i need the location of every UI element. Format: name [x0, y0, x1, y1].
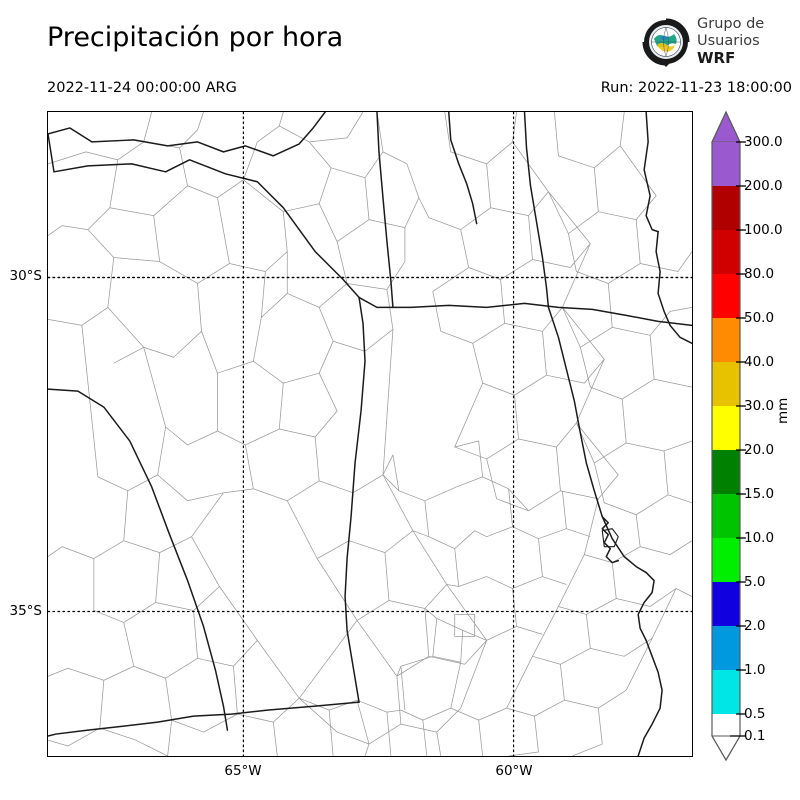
wrf-globe-seal-icon [642, 18, 690, 67]
colorbar-tick-15: 15.0 [744, 486, 775, 502]
logo-line-1: Grupo de [697, 16, 765, 32]
department-borders [48, 112, 692, 756]
colorbar-tick-10: 10.0 [744, 530, 775, 546]
colorbar-tick-30: 30.0 [744, 398, 775, 414]
colorbar-tick-80: 80.0 [744, 266, 775, 282]
colorbar-unit-label: mm [775, 397, 791, 424]
valid-time-label: 2022-11-24 00:00:00 ARG [47, 80, 237, 96]
page-title: Precipitación por hora [47, 22, 344, 53]
province-borders [48, 112, 692, 756]
logo-text-block: Grupo de Usuarios WRF [697, 16, 764, 67]
colorbar-tick-50: 50.0 [744, 310, 775, 326]
colorbar-tick-100: 100.0 [744, 222, 783, 238]
colorbar-tick-01: 0.1 [744, 728, 766, 744]
map-geography [48, 112, 692, 756]
logo-line-3: WRF [697, 49, 736, 67]
map-canvas[interactable] [47, 111, 693, 757]
colorbar-tick-200: 200.0 [744, 178, 783, 194]
colorbar-tick-2: 2.0 [744, 618, 766, 634]
lon-tick-65W: 65°W [224, 763, 262, 779]
colorbar-gradient [711, 110, 746, 762]
run-time-label: Run: 2022-11-23 18:00:00 [600, 80, 792, 96]
lon-tick-60W: 60°W [495, 763, 533, 779]
colorbar-tick-1: 1.0 [744, 662, 766, 678]
lat-tick-35S: 35°S [9, 603, 43, 619]
gridlines [48, 112, 692, 756]
colorbar-tick-40: 40.0 [744, 354, 775, 370]
colorbar-tick-5: 5.0 [744, 574, 766, 590]
brand-logo: Grupo de Usuarios WRF [640, 16, 792, 73]
colorbar-tick-20: 20.0 [744, 442, 775, 458]
colorbar-tick-300: 300.0 [744, 134, 783, 150]
lat-tick-30S: 30°S [9, 268, 43, 284]
colorbar[interactable]: 300.0 200.0 100.0 80.0 50.0 40.0 30.0 20… [700, 108, 800, 763]
colorbar-tick-05: 0.5 [744, 706, 766, 722]
logo-line-2: Usuarios [697, 33, 760, 49]
